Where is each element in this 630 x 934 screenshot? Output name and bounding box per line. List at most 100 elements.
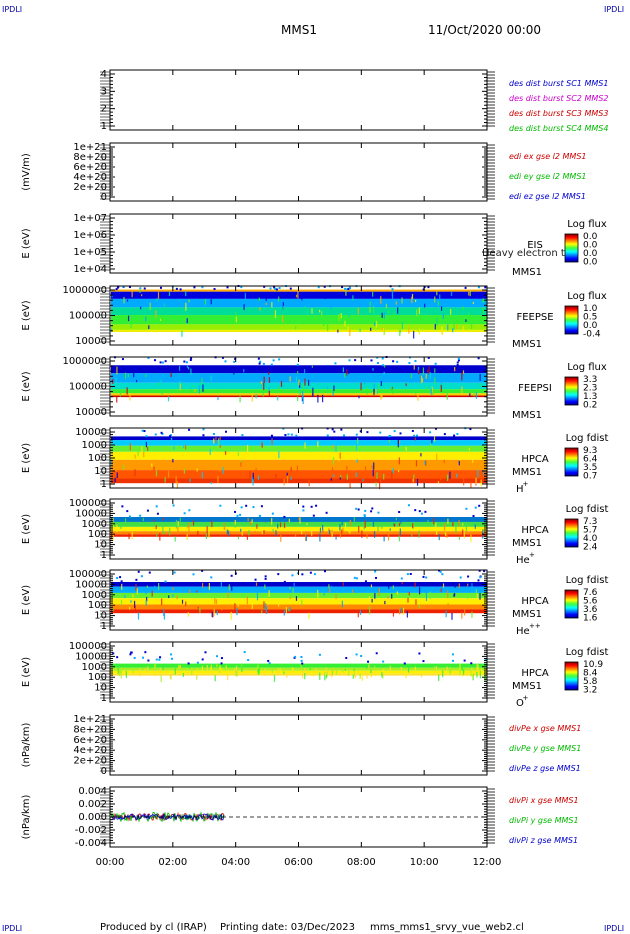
y-tick-label: 6e+20	[73, 735, 107, 746]
spectrogram-speckle	[343, 434, 346, 437]
y-tick-label: 1e+05	[73, 247, 107, 258]
spectrogram-texture	[179, 517, 181, 524]
spectrogram-texture	[366, 671, 368, 679]
spectrogram-texture	[120, 525, 122, 529]
spectrogram-texture	[277, 396, 279, 401]
spectrogram-speckle	[264, 575, 267, 578]
spectrogram-texture	[283, 478, 285, 486]
spectrogram-speckle	[239, 513, 242, 516]
spectrogram-texture	[131, 291, 133, 298]
y-tick-label: 1	[101, 550, 107, 561]
spectrogram-band-hpca-he2	[111, 609, 487, 614]
spectrogram-texture	[397, 469, 400, 473]
spectrogram-texture	[188, 528, 190, 536]
x-tick-label: 04:00	[221, 857, 250, 868]
spectrogram-texture	[268, 377, 271, 383]
spectrogram-texture	[216, 610, 218, 616]
spectrogram-texture	[255, 582, 258, 586]
spectrogram-texture	[411, 296, 413, 304]
colorbar-title: Log fdist	[566, 575, 609, 586]
spectrogram-texture	[373, 531, 376, 538]
spectrogram-texture	[477, 664, 479, 673]
y-tick-label: -0.004	[75, 838, 107, 849]
spectrogram-texture	[167, 470, 170, 478]
spectrogram-speckle	[484, 286, 487, 289]
spectrogram-texture	[258, 667, 260, 675]
spectrogram-texture	[197, 530, 199, 535]
spectrogram-texture	[162, 526, 164, 535]
spectrogram-speckle	[457, 359, 460, 362]
y-tick-label: 10000	[75, 427, 107, 438]
spectrogram-speckle	[161, 361, 164, 364]
spectrogram-texture	[139, 670, 141, 677]
instrument-label: EIS	[527, 240, 543, 251]
spectrogram-texture	[214, 675, 216, 682]
y-tick-label: -0.002	[75, 825, 107, 836]
y-tick-label: 0.002	[78, 799, 107, 810]
spectrogram-speckle	[477, 357, 480, 360]
spectrogram-texture	[373, 388, 375, 395]
corner-label-bottom-left: IPDLI	[2, 924, 22, 933]
spectrogram-texture	[249, 470, 251, 479]
spectrogram-texture	[286, 475, 289, 483]
colorbar-tick-label: 3.5	[583, 463, 597, 473]
spectrogram-texture	[372, 519, 375, 527]
spectrogram-texture	[397, 307, 399, 314]
spectrogram-texture	[349, 328, 351, 337]
spectrogram-texture	[328, 584, 330, 589]
spectrogram-texture	[435, 666, 437, 670]
spectrogram-texture	[330, 478, 332, 481]
spectrogram-texture	[454, 585, 456, 588]
spectrogram-texture	[425, 460, 427, 466]
spectrogram-speckle	[441, 573, 444, 576]
colorbar	[564, 661, 579, 691]
spectrogram-texture	[475, 589, 477, 595]
spectrogram-texture	[155, 310, 157, 318]
spectrogram-texture	[155, 525, 157, 530]
spectrogram-texture	[174, 668, 176, 675]
spectrogram-texture	[123, 296, 125, 304]
spectrogram-texture	[407, 665, 410, 673]
spectrogram-speckle	[375, 652, 378, 655]
spectrogram-speckle	[355, 507, 358, 510]
panel-frame	[109, 69, 488, 131]
spectrogram-speckle	[354, 359, 357, 362]
spectrogram-texture	[425, 386, 427, 391]
y-axis-label: (nPa/km)	[21, 795, 32, 840]
spectrogram-texture	[458, 536, 461, 540]
spectrogram-speckle	[376, 361, 379, 364]
spectrogram-speckle	[414, 360, 417, 363]
spectrogram-texture	[359, 328, 361, 332]
spectrogram-texture	[442, 670, 444, 678]
spectrogram-speckle	[262, 362, 265, 365]
spectrogram-texture	[147, 446, 149, 451]
spectrogram-texture	[317, 441, 319, 448]
spectrogram-speckle	[325, 511, 328, 514]
spectrogram-texture	[162, 517, 165, 521]
spectrogram-texture	[358, 395, 360, 399]
spectrogram-speckle	[400, 577, 403, 580]
spectrogram-texture	[339, 523, 341, 531]
spectrogram-texture	[438, 674, 440, 681]
spectrogram-texture	[405, 446, 407, 451]
spectrogram-texture	[440, 378, 443, 384]
spectrogram-texture	[112, 608, 114, 612]
spectrogram-texture	[469, 393, 471, 397]
spectrogram-texture	[182, 672, 184, 677]
spectrogram-texture	[449, 471, 451, 479]
spectrogram-texture	[312, 387, 314, 396]
colorbar-tick-label: 1.3	[583, 392, 597, 402]
spectrogram-texture	[257, 671, 259, 675]
y-tick-label: 1	[101, 121, 107, 132]
spectrogram-texture	[156, 298, 158, 302]
colorbar	[564, 233, 579, 263]
spectrogram-texture	[394, 523, 396, 527]
corner-label-bottom-right: IPDLI	[604, 924, 624, 933]
spectrogram-texture	[116, 472, 118, 479]
spectrogram-speckle	[364, 580, 367, 583]
spectrogram-speckle	[243, 651, 246, 654]
spectrogram-texture	[483, 470, 485, 476]
spectrogram-texture	[170, 674, 172, 680]
spectrogram-texture	[408, 326, 410, 334]
spectrogram-speckle	[301, 662, 304, 665]
